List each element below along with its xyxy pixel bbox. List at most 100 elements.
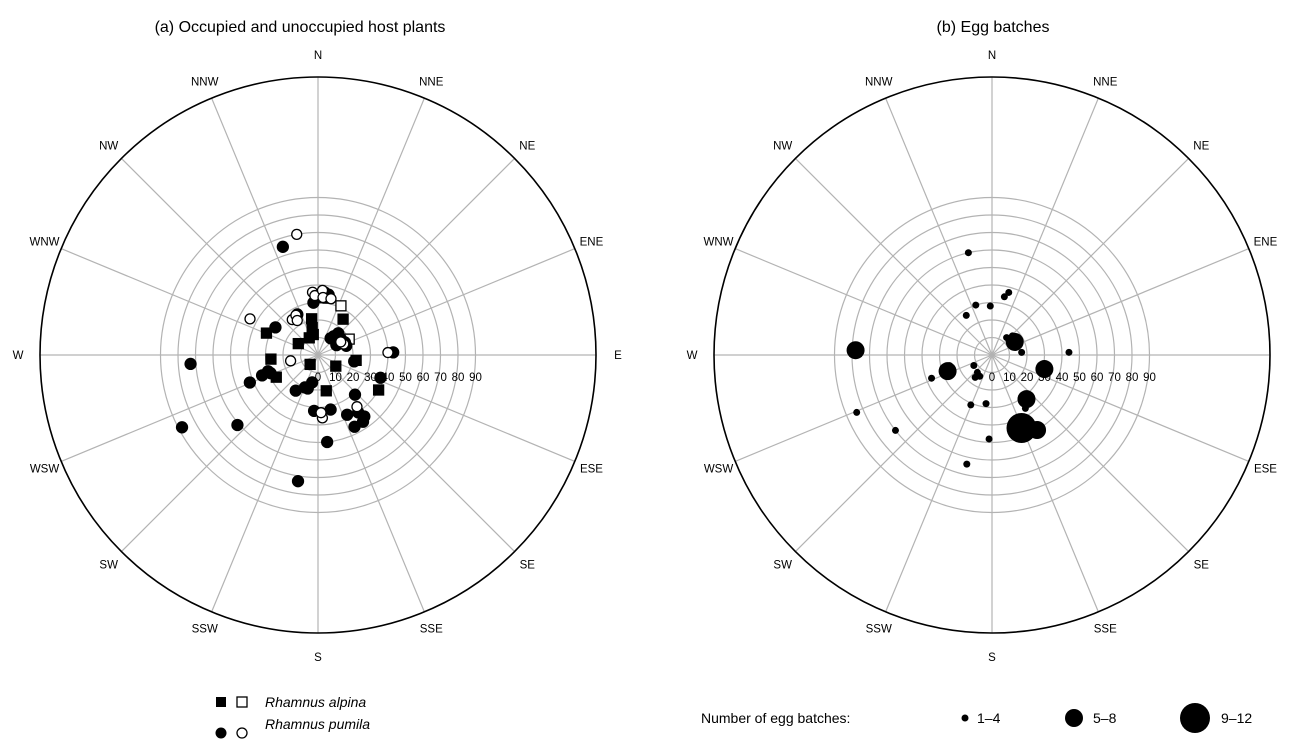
spoke-sw: [121, 354, 319, 552]
legend-size-medium-label: 5–8: [1093, 710, 1117, 726]
occupied-alpina-point: [260, 327, 273, 339]
egg-batch-point: [1065, 348, 1073, 356]
egg-batch-point: [1006, 413, 1037, 444]
r-tick-label-80: 80: [1126, 372, 1139, 384]
egg-batch-point: [928, 374, 936, 382]
direction-label-ene: ENE: [580, 237, 604, 249]
egg-batch-point: [946, 362, 954, 370]
spoke-sse: [317, 354, 425, 613]
egg-batch-point: [1021, 404, 1029, 412]
occupied-pumila-point: [243, 376, 257, 389]
direction-label-sse: SSE: [1094, 623, 1117, 635]
r-tick-label-90: 90: [1143, 372, 1156, 384]
unoccupied-alpina-point: [335, 300, 347, 312]
direction-label-nnw: NNW: [865, 77, 893, 89]
spoke-wnw: [734, 248, 993, 356]
occupied-alpina-point: [320, 385, 332, 397]
occupied-pumila-point: [348, 355, 361, 368]
direction-label-se: SE: [520, 559, 536, 571]
spoke-sse: [991, 354, 1099, 613]
spoke-se: [991, 354, 1189, 552]
egg-batch-point: [1017, 390, 1036, 409]
legend-size-large-label: 9–12: [1221, 710, 1252, 726]
legend-pumila-occupied-marker: [215, 727, 227, 739]
occupied-pumila-point: [374, 371, 387, 384]
r-tick-label-30: 30: [364, 372, 377, 384]
legend-size-medium-marker: [1065, 709, 1083, 727]
occupied-pumila-point: [184, 357, 197, 371]
egg-batch-point: [891, 426, 899, 434]
egg-batch-point: [967, 401, 975, 409]
spoke-nnw: [885, 97, 993, 356]
r-tick-label-40: 40: [1056, 372, 1069, 384]
direction-label-n: N: [314, 50, 322, 62]
egg-batch-point: [971, 373, 979, 381]
direction-label-ene: ENE: [1254, 237, 1278, 249]
unoccupied-pumila-point: [335, 336, 347, 348]
unoccupied-pumila-point: [315, 407, 327, 419]
legend-label-alpina: Rhamnus alpina: [265, 694, 366, 710]
spoke-ene: [991, 248, 1250, 356]
occupied-pumila-point: [276, 240, 289, 253]
direction-label-nne: NNE: [419, 77, 444, 89]
legend-size-large-marker: [1180, 703, 1210, 733]
occupied-pumila-point: [231, 418, 244, 432]
occupied-pumila-point: [298, 381, 312, 394]
direction-label-e: E: [614, 350, 622, 362]
unoccupied-pumila-point: [351, 401, 363, 413]
egg-batch-point: [939, 364, 947, 372]
unoccupied-pumila-point: [325, 293, 337, 305]
occupied-pumila-point: [264, 367, 277, 380]
egg-batch-point: [1028, 421, 1047, 440]
spoke-ssw: [885, 354, 993, 613]
direction-label-nw: NW: [773, 141, 792, 153]
direction-label-nnw: NNW: [191, 77, 219, 89]
polar-chart-b: (b) Egg batches NNNENEENEEESESESSESSSWSW…: [687, 19, 1289, 664]
direction-label-wnw: WNW: [704, 237, 734, 249]
direction-label-n: N: [988, 50, 996, 62]
r-tick-label-0: 0: [315, 372, 321, 384]
egg-batch-point: [985, 435, 993, 443]
spoke-ne: [317, 158, 515, 356]
legend-label-pumila: Rhamnus pumila: [265, 716, 370, 732]
direction-label-s: S: [988, 652, 996, 664]
spoke-ese: [991, 354, 1250, 462]
r-tick-label-60: 60: [1091, 372, 1104, 384]
spoke-ese: [317, 354, 576, 462]
spoke-nne: [991, 97, 1099, 356]
legend-size-small-marker: [961, 714, 969, 722]
unoccupied-pumila-point: [244, 313, 256, 325]
egg-batch-point: [972, 301, 980, 309]
unoccupied-pumila-point: [291, 314, 303, 327]
occupied-alpina-point: [306, 321, 318, 334]
r-tick-label-10: 10: [1003, 372, 1016, 384]
direction-label-w: W: [13, 350, 24, 362]
r-tick-label-70: 70: [1108, 372, 1121, 384]
egg-batch-point: [1005, 288, 1013, 296]
occupied-alpina-point: [265, 353, 277, 365]
occupied-alpina-point: [304, 358, 316, 371]
direction-label-se: SE: [1194, 559, 1210, 571]
unoccupied-pumila-point: [291, 228, 303, 241]
occupied-pumila-point: [348, 388, 362, 401]
direction-label-wnw: WNW: [30, 237, 60, 249]
outer-circle: [39, 76, 597, 634]
occupied-pumila-point: [341, 408, 354, 421]
unoccupied-pumila-point: [382, 346, 394, 359]
egg-batch-point: [986, 302, 994, 310]
spoke-nw: [795, 158, 993, 356]
direction-label-ne: NE: [519, 141, 535, 153]
r-tick-label-70: 70: [434, 372, 447, 384]
occupied-pumila-point: [358, 410, 371, 423]
spoke-sw: [795, 354, 993, 552]
legend-title-b: Number of egg batches:: [701, 710, 850, 726]
egg-batch-point: [1018, 348, 1026, 356]
r-tick-label-50: 50: [1073, 372, 1086, 384]
legend-pumila-unoccupied-marker: [236, 727, 248, 739]
spoke-ssw: [211, 354, 319, 613]
spoke-wnw: [60, 248, 319, 356]
direction-label-sw: SW: [773, 559, 792, 571]
occupied-pumila-point: [324, 403, 337, 416]
polar-chart-a: (a) Occupied and unoccupied host plants …: [13, 19, 623, 664]
spoke-ene: [317, 248, 576, 356]
